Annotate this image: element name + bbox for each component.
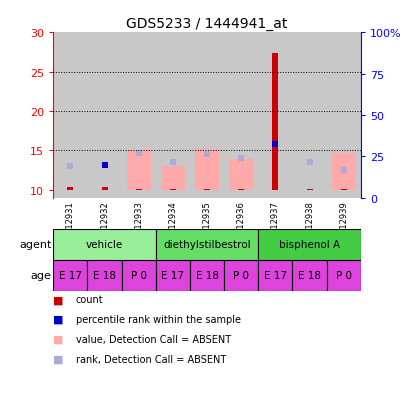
Bar (292, 33, 326, 198)
Text: P 0: P 0 (335, 271, 351, 281)
Text: vehicle: vehicle (86, 240, 123, 250)
Text: E 17: E 17 (161, 271, 184, 281)
Bar (155, 260, 189, 291)
Bar (189, 260, 224, 291)
Text: E 17: E 17 (59, 271, 82, 281)
Bar (53, 229, 155, 260)
Text: diethylstilbestrol: diethylstilbestrol (163, 240, 250, 250)
Bar (272, 54, 278, 190)
Text: E 18: E 18 (297, 271, 320, 281)
Bar (101, 187, 107, 190)
Text: count: count (76, 294, 103, 304)
Text: ■: ■ (53, 314, 64, 324)
Text: E 17: E 17 (263, 271, 286, 281)
Bar (67, 188, 73, 190)
Text: ■: ■ (53, 334, 64, 344)
Bar (155, 33, 189, 198)
Bar (87, 260, 121, 291)
Bar (195, 150, 218, 190)
Bar (229, 160, 253, 190)
Bar (121, 33, 155, 198)
Bar (258, 229, 360, 260)
Text: P 0: P 0 (233, 271, 249, 281)
Bar (53, 33, 87, 198)
Bar (224, 33, 258, 198)
Text: ■: ■ (53, 294, 64, 304)
Text: agent: agent (19, 240, 52, 250)
Bar (326, 33, 360, 198)
Bar (224, 260, 258, 291)
Text: rank, Detection Call = ABSENT: rank, Detection Call = ABSENT (76, 354, 225, 364)
Text: percentile rank within the sample: percentile rank within the sample (76, 314, 240, 324)
Bar (326, 260, 360, 291)
Bar (331, 153, 355, 190)
Bar (121, 260, 155, 291)
Text: bisphenol A: bisphenol A (278, 240, 339, 250)
Bar (126, 150, 150, 190)
Text: value, Detection Call = ABSENT: value, Detection Call = ABSENT (76, 334, 230, 344)
Bar (87, 33, 121, 198)
Bar (53, 260, 87, 291)
Text: P 0: P 0 (130, 271, 146, 281)
Bar (160, 167, 184, 190)
Bar (258, 260, 292, 291)
Title: GDS5233 / 1444941_at: GDS5233 / 1444941_at (126, 17, 287, 31)
Bar (189, 33, 224, 198)
Text: ■: ■ (53, 354, 64, 364)
Text: age: age (31, 271, 52, 281)
Bar (292, 260, 326, 291)
Bar (155, 229, 258, 260)
Text: E 18: E 18 (195, 271, 218, 281)
Bar (258, 33, 292, 198)
Text: E 18: E 18 (93, 271, 116, 281)
